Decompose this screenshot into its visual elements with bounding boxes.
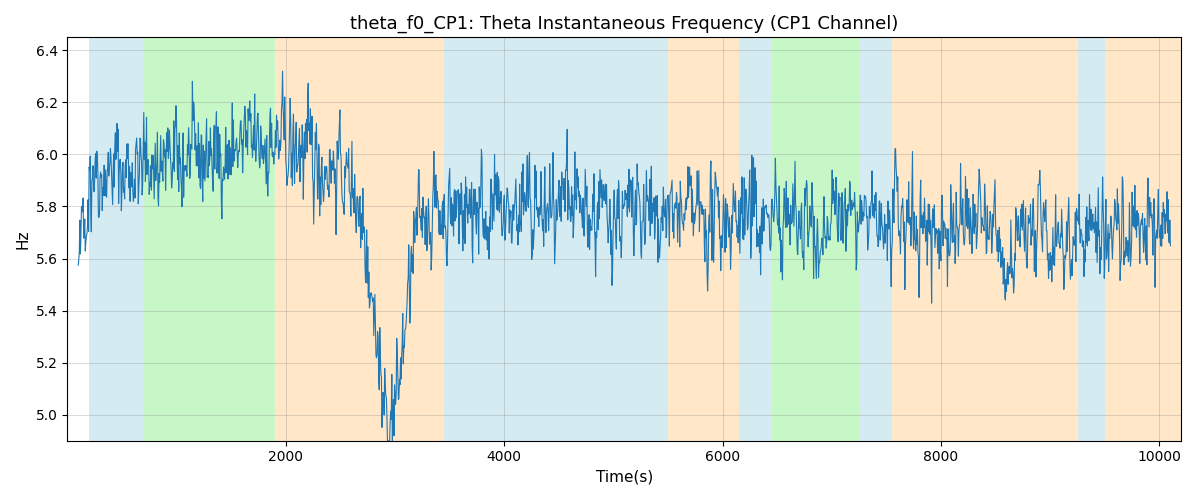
Bar <box>772 38 859 440</box>
Bar <box>859 38 892 440</box>
Bar <box>275 38 444 440</box>
Bar <box>1078 38 1105 440</box>
Bar <box>444 38 668 440</box>
Bar <box>892 38 1078 440</box>
Title: theta_f0_CP1: Theta Instantaneous Frequency (CP1 Channel): theta_f0_CP1: Theta Instantaneous Freque… <box>350 15 899 34</box>
Bar <box>89 38 144 440</box>
Bar <box>739 38 772 440</box>
Bar <box>1105 38 1181 440</box>
X-axis label: Time(s): Time(s) <box>595 470 653 485</box>
Y-axis label: Hz: Hz <box>16 230 30 249</box>
Bar <box>668 38 739 440</box>
Bar <box>144 38 275 440</box>
